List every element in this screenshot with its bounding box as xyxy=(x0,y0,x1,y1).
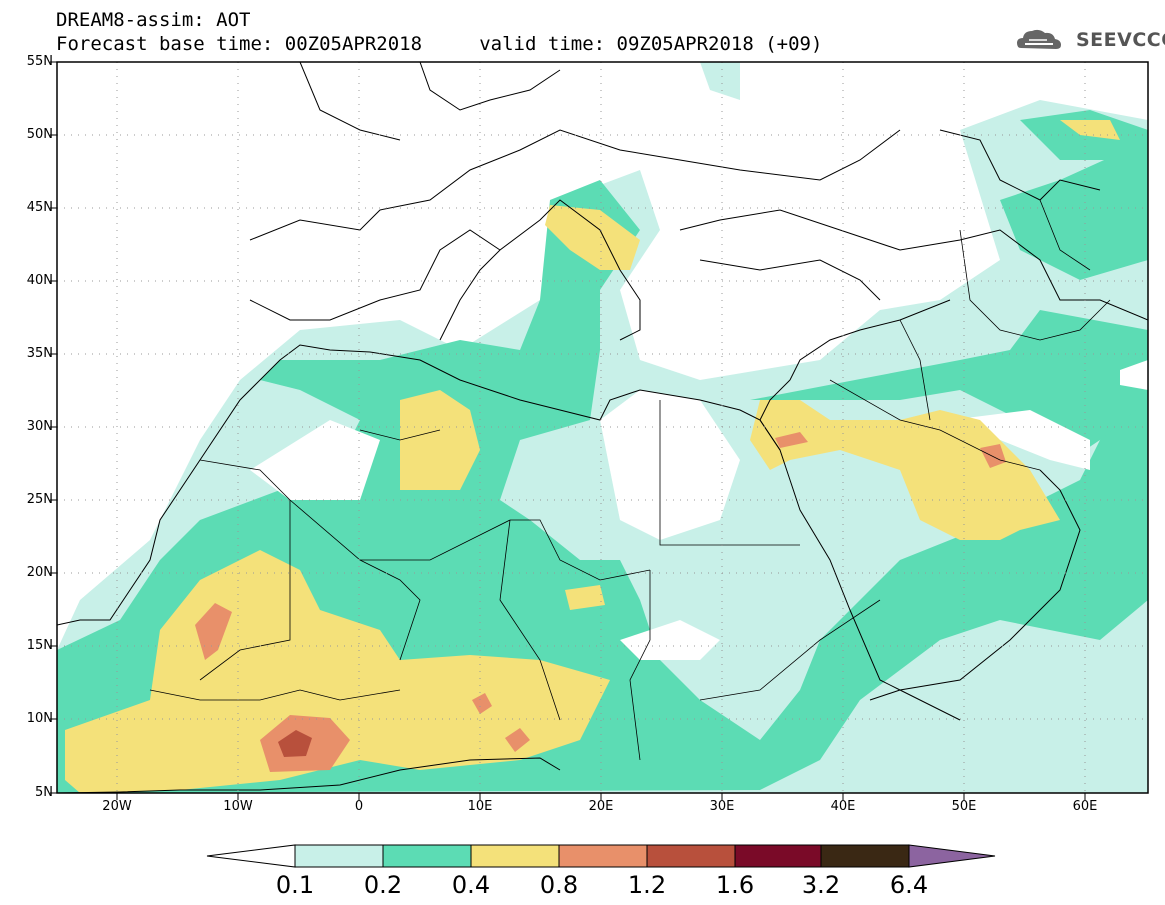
colorbar-box-1 xyxy=(294,844,384,868)
axis-ticks xyxy=(50,61,1086,800)
lat-label: 25N xyxy=(26,492,53,507)
colorbar-box-6 xyxy=(734,844,822,868)
forecast-time-line: Forecast base time: 00Z05APR2018 valid t… xyxy=(56,33,823,55)
lon-label: 10W xyxy=(223,799,253,814)
colorbar-low-arrow xyxy=(206,844,296,868)
colorbar-box-4 xyxy=(558,844,648,868)
aot-red-field xyxy=(278,730,312,757)
lon-label: 30E xyxy=(709,799,735,814)
colorbar-label: 3.2 xyxy=(801,871,841,899)
lat-label: 30N xyxy=(26,419,53,434)
lon-label: 10E xyxy=(467,799,493,814)
lon-label: 50E xyxy=(951,799,977,814)
colorbar xyxy=(206,844,996,868)
colorbar-high-arrow xyxy=(908,844,996,868)
lat-label: 40N xyxy=(26,273,53,288)
coastlines xyxy=(57,62,1148,793)
colorbar-label: 1.2 xyxy=(627,871,667,899)
aot-clear-areas xyxy=(250,360,1148,660)
lon-label: 0 xyxy=(354,799,364,814)
lat-label: 55N xyxy=(26,54,53,69)
lat-label: 5N xyxy=(35,785,53,800)
colorbar-label: 0.8 xyxy=(539,871,579,899)
lon-label: 20W xyxy=(102,799,132,814)
lon-label: 60E xyxy=(1072,799,1098,814)
map-gridlines xyxy=(57,62,1148,793)
colorbar-box-2 xyxy=(382,844,472,868)
logo-text: SEEVCCC xyxy=(1076,29,1165,51)
lat-label: 10N xyxy=(26,711,53,726)
colorbar-box-7 xyxy=(820,844,910,868)
lat-label: 35N xyxy=(26,346,53,361)
colorbar-label: 1.6 xyxy=(715,871,755,899)
map-title: DREAM8-assim: AOT xyxy=(56,9,251,31)
lat-label: 45N xyxy=(26,200,53,215)
lon-label: 40E xyxy=(830,799,856,814)
lat-label: 50N xyxy=(26,127,53,142)
colorbar-label: 0.2 xyxy=(363,871,403,899)
cloud-logo-icon xyxy=(1017,29,1061,49)
colorbar-label: 0.1 xyxy=(275,871,315,899)
colorbar-box-5 xyxy=(646,844,736,868)
lat-label: 15N xyxy=(26,638,53,653)
colorbar-label: 0.4 xyxy=(451,871,491,899)
colorbar-label: 6.4 xyxy=(889,871,929,899)
lon-label: 20E xyxy=(588,799,614,814)
country-borders xyxy=(149,199,1111,761)
aot-yellow-field xyxy=(65,120,1120,793)
colorbar-box-3 xyxy=(470,844,560,868)
lat-label: 20N xyxy=(26,565,53,580)
